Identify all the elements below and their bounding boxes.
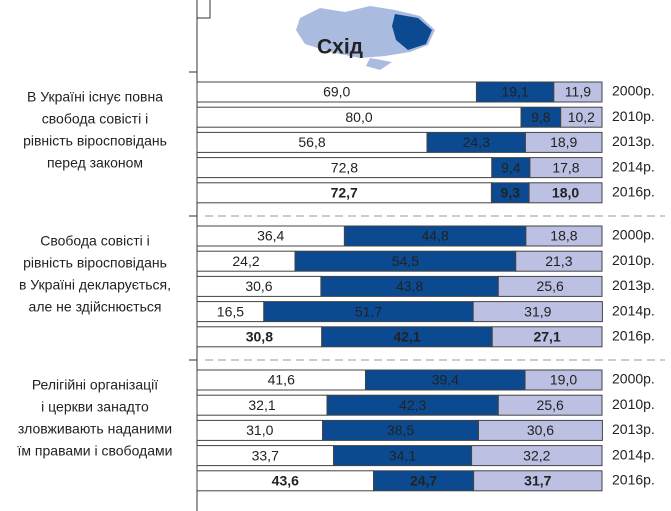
bar-segment bbox=[473, 470, 603, 492]
value-label: 43,8 bbox=[396, 278, 423, 294]
group-label: рівність віросповідань bbox=[23, 133, 167, 149]
value-label: 25,6 bbox=[537, 397, 564, 413]
chart-title: Схід bbox=[317, 36, 363, 59]
y-tick-label: 2014р. bbox=[612, 302, 655, 318]
y-tick-label: 2000р. bbox=[612, 227, 655, 243]
value-label: 18,0 bbox=[552, 185, 579, 201]
value-label: 18,8 bbox=[550, 228, 577, 244]
value-label: 10,2 bbox=[568, 109, 595, 125]
bar-segment bbox=[477, 419, 603, 441]
value-label: 17,8 bbox=[552, 159, 579, 175]
value-label: 72,7 bbox=[331, 185, 358, 201]
group-label: перед законом bbox=[47, 155, 143, 171]
bar-segment bbox=[528, 182, 603, 204]
value-label: 43,6 bbox=[272, 473, 299, 489]
value-label: 34,1 bbox=[389, 447, 416, 463]
bar-segment bbox=[560, 106, 603, 128]
value-label: 54,5 bbox=[392, 253, 419, 269]
value-label: 24,3 bbox=[463, 134, 490, 150]
value-label: 33,7 bbox=[252, 447, 279, 463]
y-tick-label: 2014р. bbox=[612, 158, 655, 174]
value-label: 32,2 bbox=[523, 447, 550, 463]
y-tick-label: 2000р. bbox=[612, 83, 655, 99]
value-label: 30,6 bbox=[245, 278, 272, 294]
map bbox=[296, 6, 435, 70]
value-label: 9,3 bbox=[501, 185, 521, 201]
y-tick-label: 2016р. bbox=[612, 328, 655, 344]
group-label: Свобода совісті і bbox=[40, 233, 150, 249]
value-label: 38,5 bbox=[387, 422, 414, 438]
y-tick-label: 2016р. bbox=[612, 184, 655, 200]
group-label: рівність віросповідань bbox=[23, 255, 167, 271]
group-label: в Україні декларується, bbox=[19, 277, 171, 293]
value-label: 31,7 bbox=[524, 473, 551, 489]
value-label: 9,8 bbox=[531, 109, 551, 125]
value-label: 16,5 bbox=[217, 303, 244, 319]
value-label: 11,9 bbox=[565, 84, 591, 100]
value-label: 72,8 bbox=[331, 159, 358, 175]
value-label: 80,0 bbox=[345, 109, 372, 125]
group-label: свобода совісті і bbox=[42, 111, 148, 127]
value-label: 36,4 bbox=[257, 228, 284, 244]
y-tick-label: 2000р. bbox=[612, 371, 655, 387]
value-label: 24,2 bbox=[232, 253, 259, 269]
value-label: 32,1 bbox=[248, 397, 275, 413]
value-label: 44,8 bbox=[422, 228, 449, 244]
value-label: 25,6 bbox=[537, 278, 564, 294]
group-label: Релігійні організації bbox=[32, 377, 158, 393]
value-label: 39,4 bbox=[432, 372, 459, 388]
value-label: 31,9 bbox=[524, 303, 551, 319]
value-label: 31,0 bbox=[246, 422, 273, 438]
map-crimea bbox=[366, 58, 392, 70]
value-label: 42,1 bbox=[393, 329, 420, 345]
value-label: 19,1 bbox=[502, 84, 529, 100]
bar-segment bbox=[524, 369, 603, 391]
map-east bbox=[392, 14, 432, 50]
group-label: їм правами і свободами bbox=[17, 443, 173, 459]
bar-segment bbox=[471, 445, 603, 467]
group-label: В Україні існує повна bbox=[27, 89, 163, 105]
group-label: але не здійснюється bbox=[29, 299, 162, 315]
value-label: 24,7 bbox=[410, 473, 437, 489]
y-tick-label: 2013р. bbox=[612, 421, 655, 437]
value-label: 19,0 bbox=[550, 372, 577, 388]
bar-segment bbox=[529, 157, 603, 179]
value-label: 27,1 bbox=[533, 329, 560, 345]
y-tick-label: 2013р. bbox=[612, 277, 655, 293]
bar-segment bbox=[525, 225, 603, 247]
bar-segment bbox=[472, 301, 603, 323]
bar-segment bbox=[497, 394, 603, 416]
value-label: 9,4 bbox=[501, 159, 521, 175]
y-tick-label: 2016р. bbox=[612, 472, 655, 488]
bar-segment bbox=[524, 131, 603, 153]
bar-segment bbox=[553, 81, 603, 103]
value-label: 41,6 bbox=[268, 372, 295, 388]
y-tick-label: 2010р. bbox=[612, 108, 655, 124]
y-tick-label: 2010р. bbox=[612, 396, 655, 412]
value-label: 69,0 bbox=[323, 84, 350, 100]
value-label: 21,3 bbox=[545, 253, 572, 269]
value-label: 30,6 bbox=[527, 422, 554, 438]
y-tick-label: 2010р. bbox=[612, 252, 655, 268]
group-label: зловживають наданими bbox=[18, 421, 172, 437]
value-label: 42,3 bbox=[399, 397, 426, 413]
value-label: 56,8 bbox=[298, 134, 325, 150]
value-label: 51,7 bbox=[355, 303, 382, 319]
bracket bbox=[197, 0, 211, 19]
value-label: 18,9 bbox=[550, 134, 577, 150]
group-label: і церкви занадто bbox=[41, 399, 149, 415]
value-label: 30,8 bbox=[246, 329, 273, 345]
bar-segment bbox=[491, 326, 603, 348]
y-tick-label: 2014р. bbox=[612, 446, 655, 462]
bar-segment bbox=[515, 250, 603, 272]
bar-segment bbox=[497, 275, 603, 297]
y-tick-label: 2013р. bbox=[612, 133, 655, 149]
